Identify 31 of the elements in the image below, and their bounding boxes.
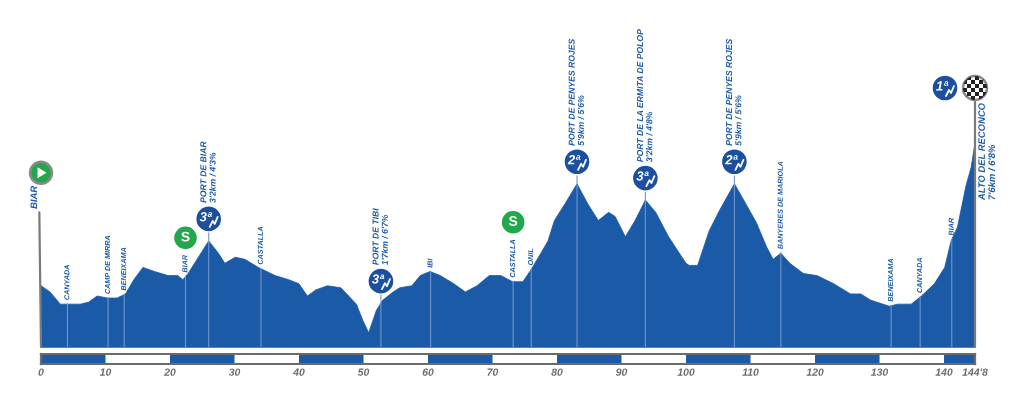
x-tick-label: 110: [742, 368, 759, 376]
annotation: PORT DE TIBI 1'7km / 6'7%: [372, 208, 388, 265]
x-tick-label: 10: [99, 368, 112, 376]
x-tick-label: 70: [487, 368, 499, 376]
annotation: 2ª: [725, 155, 738, 165]
x-tick-label: 40: [293, 368, 305, 376]
x-tick-label: 100: [677, 368, 695, 376]
annotation: 3ª: [636, 171, 649, 181]
annotation: S: [508, 216, 518, 226]
annotation: PORT DE LA ERMITA DE POLOP 3'2km / 4'8%: [636, 29, 653, 163]
x-tick-label: 130: [871, 368, 889, 376]
x-tick-label: 30: [228, 368, 241, 376]
annotation: ALTO DEL RECONCO 7'6km / 6'8%: [978, 103, 996, 201]
x-tick-label: 20: [164, 368, 176, 376]
annotation: PORT DE BIAR 3'2km / 4'3%: [200, 141, 216, 203]
x-tick-label: 60: [422, 368, 434, 376]
annotation: 3ª: [199, 212, 213, 222]
x-tick-label: 50: [357, 368, 370, 376]
annotation: BIAR: [30, 185, 38, 209]
text: 1ª: [936, 81, 949, 91]
annotation: PORT DE PENYES ROJES 5'9km / 5'6%: [568, 38, 585, 146]
annotation: S: [181, 231, 190, 242]
x-tick-label: 80: [551, 368, 563, 376]
x-tick-label: 140: [935, 368, 953, 376]
x-tick-label: 90: [615, 368, 628, 376]
x-tick-label: 144'8: [962, 368, 988, 376]
annotation: PORT DE PENYES ROJES 5'9km / 5'6%: [725, 38, 742, 146]
annotation: 3ª: [371, 274, 385, 284]
x-tick-label: 0: [38, 368, 44, 376]
x-tick-label: 120: [806, 368, 824, 376]
annotation: 2ª: [567, 155, 581, 165]
